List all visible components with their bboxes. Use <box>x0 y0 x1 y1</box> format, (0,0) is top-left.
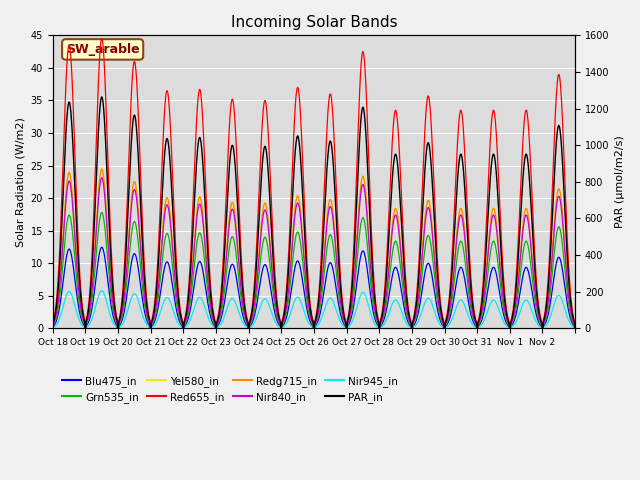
PAR_in <box>49 325 56 331</box>
Redg715_in <box>156 263 164 269</box>
Blu475_in <box>156 294 164 300</box>
Nir945_in <box>427 298 435 304</box>
Nir840_in <box>492 218 499 224</box>
Nir840_in <box>98 175 106 180</box>
Blu475_in <box>49 325 56 331</box>
Yel580_in <box>566 298 573 304</box>
PAR_in <box>572 325 579 331</box>
Line: Redg715_in: Redg715_in <box>52 169 575 328</box>
Blu475_in <box>98 244 106 250</box>
Red655_in <box>381 286 388 291</box>
PAR_in <box>460 176 468 181</box>
Nir945_in <box>49 325 56 331</box>
Red655_in <box>460 138 468 144</box>
Redg715_in <box>381 303 388 309</box>
Grn535_in <box>460 251 468 256</box>
Redg715_in <box>49 325 56 331</box>
Line: Grn535_in: Grn535_in <box>52 213 575 328</box>
Grn535_in <box>156 280 164 286</box>
Nir840_in <box>427 216 435 221</box>
Grn535_in <box>572 325 579 331</box>
Title: Incoming Solar Bands: Incoming Solar Bands <box>230 15 397 30</box>
Blu475_in <box>427 266 435 272</box>
Redg715_in <box>572 325 579 331</box>
Red655_in <box>156 212 164 218</box>
Red655_in <box>98 36 106 41</box>
Red655_in <box>572 325 579 331</box>
Grn535_in <box>49 325 56 331</box>
Line: Nir840_in: Nir840_in <box>52 178 575 328</box>
Nir945_in <box>98 288 106 294</box>
Nir840_in <box>460 228 468 234</box>
Legend: Blu475_in, Grn535_in, Yel580_in, Red655_in, Redg715_in, Nir840_in, Nir945_in, PA: Blu475_in, Grn535_in, Yel580_in, Red655_… <box>58 372 402 407</box>
Nir945_in <box>566 319 573 325</box>
Nir840_in <box>381 305 388 311</box>
Grn535_in <box>427 241 435 247</box>
Nir840_in <box>156 266 164 272</box>
Yel580_in <box>381 303 388 309</box>
Blu475_in <box>572 325 579 331</box>
Yel580_in <box>98 166 106 172</box>
Grn535_in <box>492 243 499 249</box>
Nir945_in <box>572 325 579 331</box>
Nir945_in <box>156 311 164 316</box>
PAR_in <box>566 286 573 291</box>
Nir840_in <box>572 325 579 331</box>
Red655_in <box>566 276 573 281</box>
Blu475_in <box>460 273 468 279</box>
Grn535_in <box>381 310 388 315</box>
Redg715_in <box>460 222 468 228</box>
Nir945_in <box>460 301 468 307</box>
Y-axis label: Solar Radiation (W/m2): Solar Radiation (W/m2) <box>15 117 25 247</box>
Nir840_in <box>566 300 573 305</box>
Blu475_in <box>492 268 499 274</box>
Grn535_in <box>98 210 106 216</box>
Redg715_in <box>492 212 499 217</box>
Redg715_in <box>566 298 573 304</box>
Line: Blu475_in: Blu475_in <box>52 247 575 328</box>
Nir945_in <box>492 299 499 304</box>
Yel580_in <box>156 263 164 269</box>
PAR_in <box>427 156 435 162</box>
Red655_in <box>427 114 435 120</box>
Y-axis label: PAR (μmol/m2/s): PAR (μmol/m2/s) <box>615 135 625 228</box>
Yel580_in <box>427 209 435 215</box>
PAR_in <box>492 160 499 166</box>
Blu475_in <box>381 314 388 320</box>
PAR_in <box>156 235 164 240</box>
Text: SW_arable: SW_arable <box>66 43 140 56</box>
Red655_in <box>492 119 499 125</box>
Yel580_in <box>49 325 56 331</box>
PAR_in <box>381 294 388 300</box>
Blu475_in <box>566 312 573 317</box>
Redg715_in <box>98 166 106 172</box>
Redg715_in <box>427 209 435 215</box>
Line: Red655_in: Red655_in <box>52 38 575 328</box>
Yel580_in <box>572 325 579 331</box>
Nir840_in <box>49 325 56 331</box>
PAR_in <box>98 94 106 100</box>
Line: Yel580_in: Yel580_in <box>52 169 575 328</box>
Red655_in <box>49 325 56 331</box>
Grn535_in <box>566 306 573 312</box>
Nir945_in <box>381 320 388 326</box>
Line: Nir945_in: Nir945_in <box>52 291 575 328</box>
Yel580_in <box>460 222 468 228</box>
Yel580_in <box>492 212 499 217</box>
Line: PAR_in: PAR_in <box>52 97 575 328</box>
